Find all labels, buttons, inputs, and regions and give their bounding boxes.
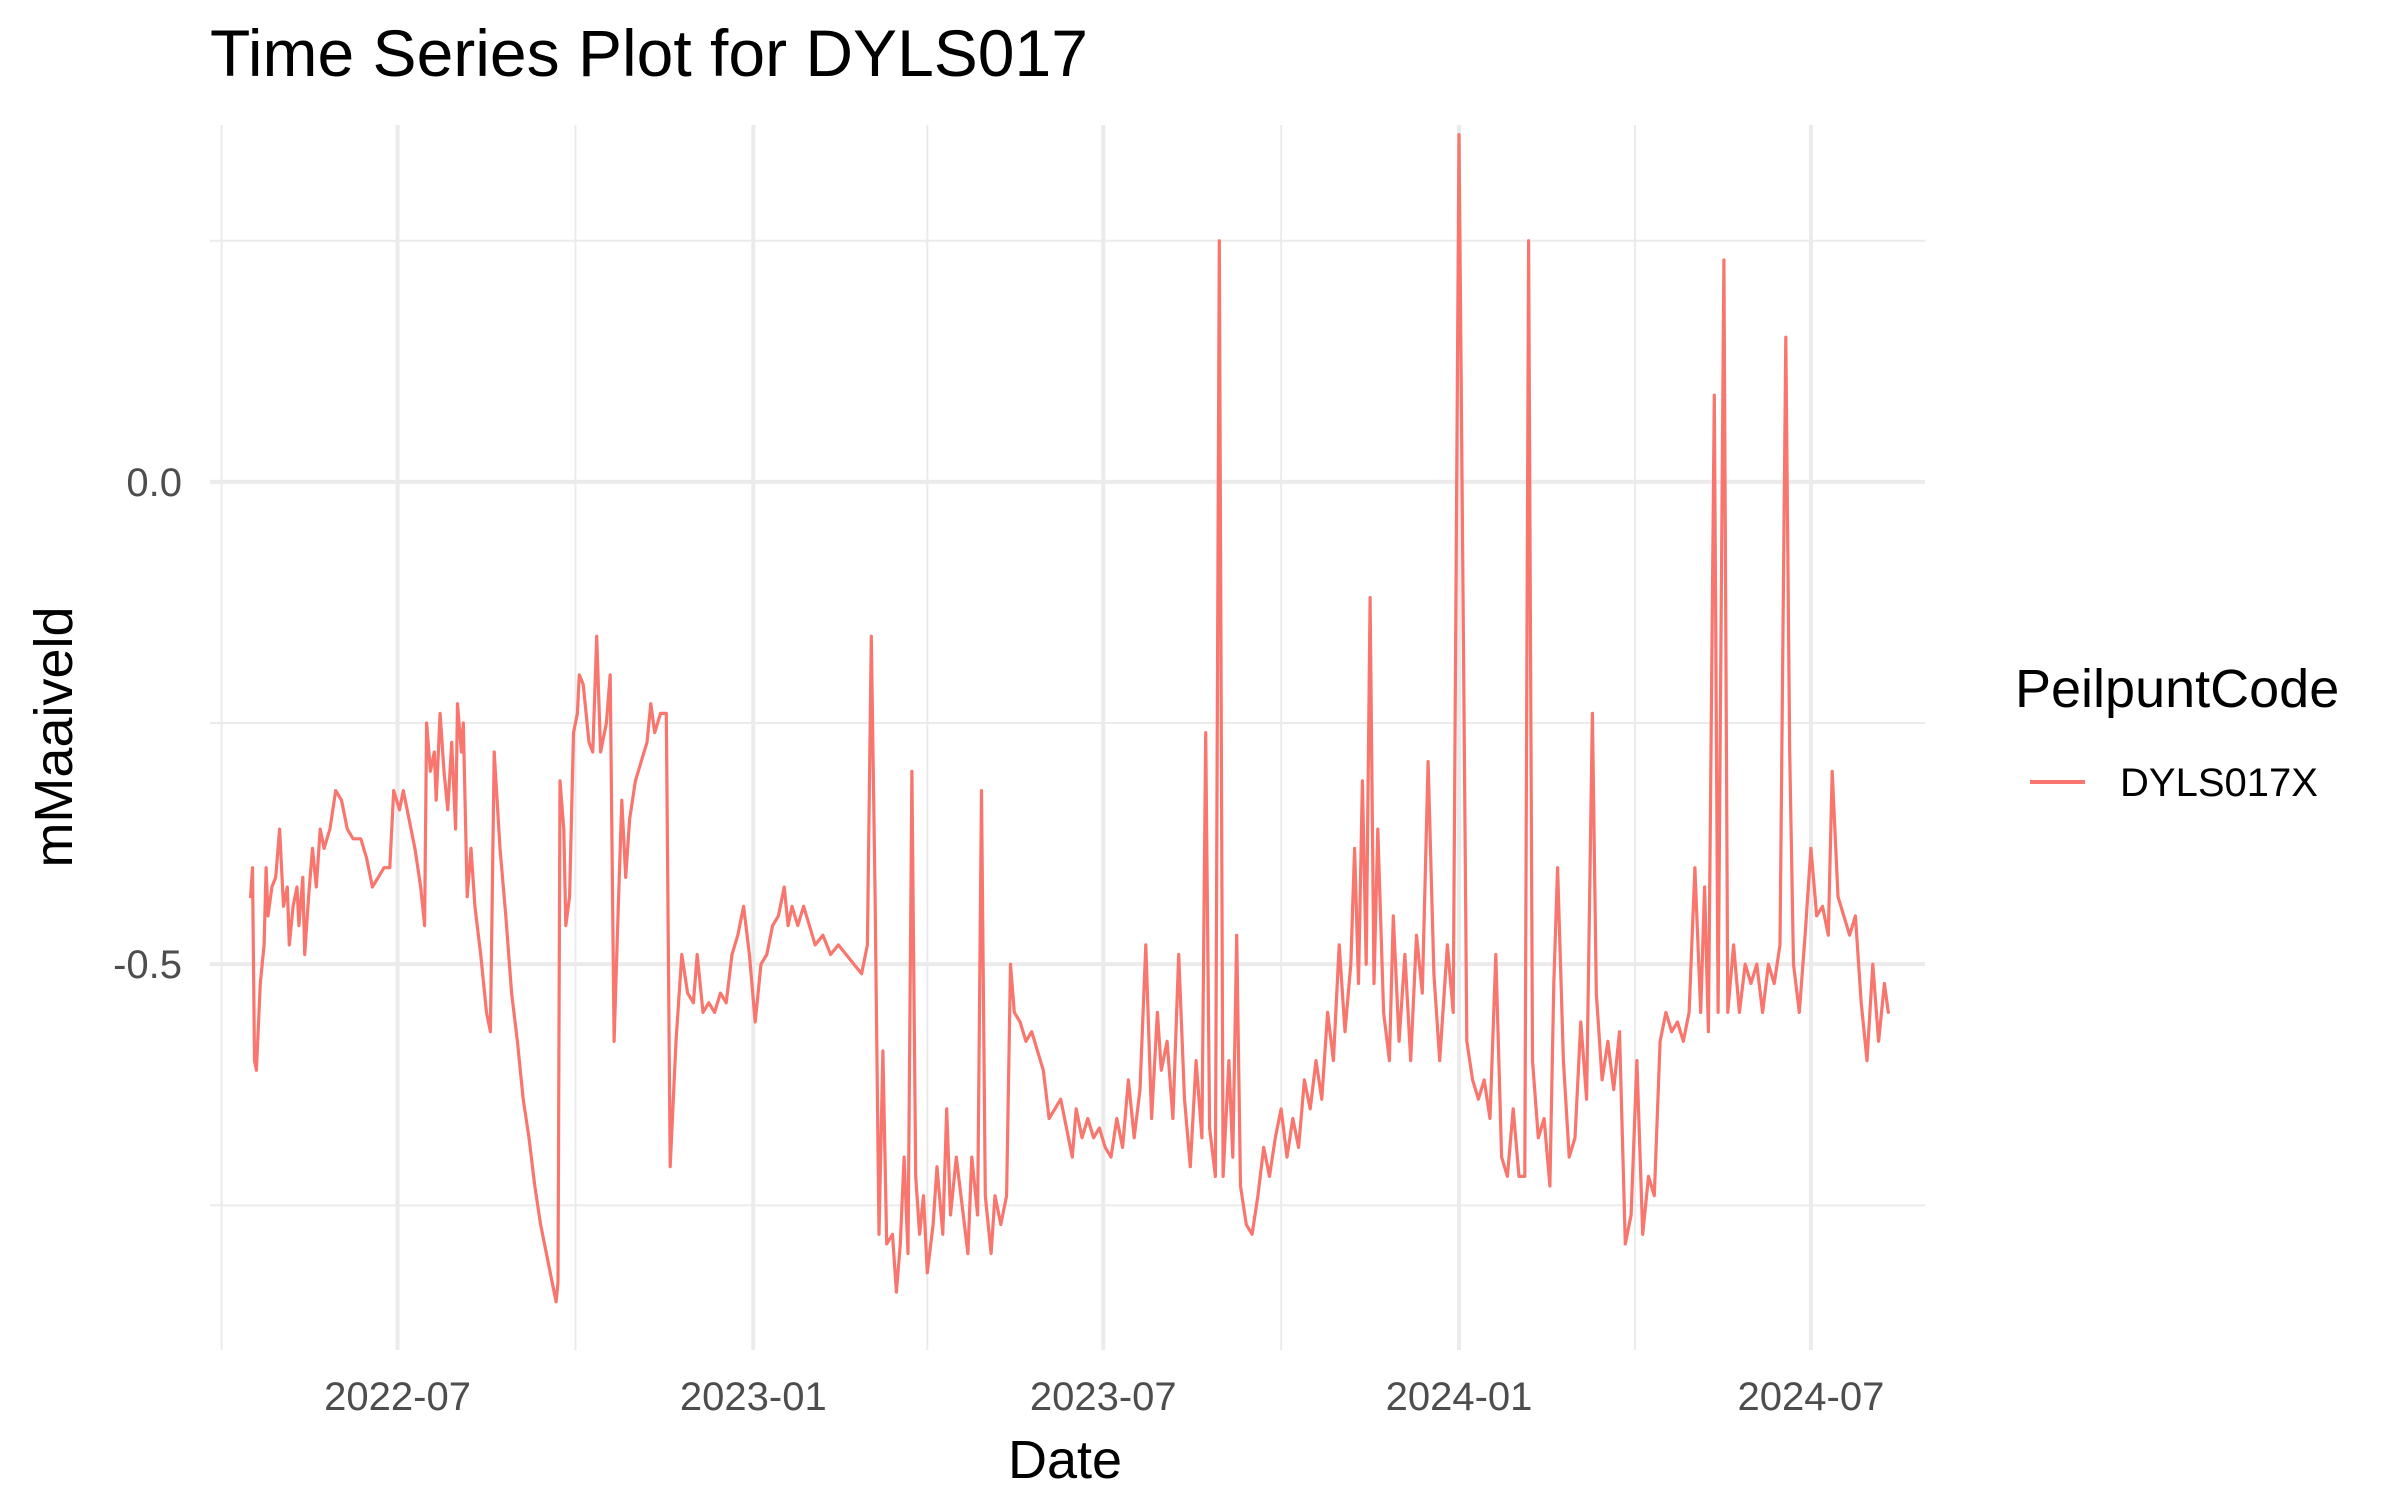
legend: PeilpuntCode DYLS017X <box>2015 659 2339 805</box>
y-axis-title: mMaaiveld <box>24 606 84 867</box>
series-line-dyls017x <box>249 133 1890 1304</box>
y-axis-ticks: 0.0 -0.5 <box>113 461 182 987</box>
x-tick-label: 2024-07 <box>1738 1375 1885 1419</box>
plot-series <box>249 133 1890 1304</box>
legend-label: DYLS017X <box>2120 761 2318 805</box>
x-tick-label: 2022-07 <box>324 1375 471 1419</box>
x-tick-label: 2023-01 <box>680 1375 827 1419</box>
y-tick-label: -0.5 <box>113 943 182 987</box>
gridlines <box>210 125 1925 1350</box>
x-axis-title: Date <box>1008 1430 1122 1490</box>
x-tick-label: 2023-07 <box>1030 1375 1177 1419</box>
legend-title: PeilpuntCode <box>2015 659 2339 719</box>
chart-title: Time Series Plot for DYLS017 <box>210 16 1088 90</box>
y-tick-label: 0.0 <box>126 461 182 505</box>
x-axis-ticks: 2022-07 2023-01 2023-07 2024-01 2024-07 <box>324 1375 1884 1419</box>
x-tick-label: 2024-01 <box>1386 1375 1533 1419</box>
